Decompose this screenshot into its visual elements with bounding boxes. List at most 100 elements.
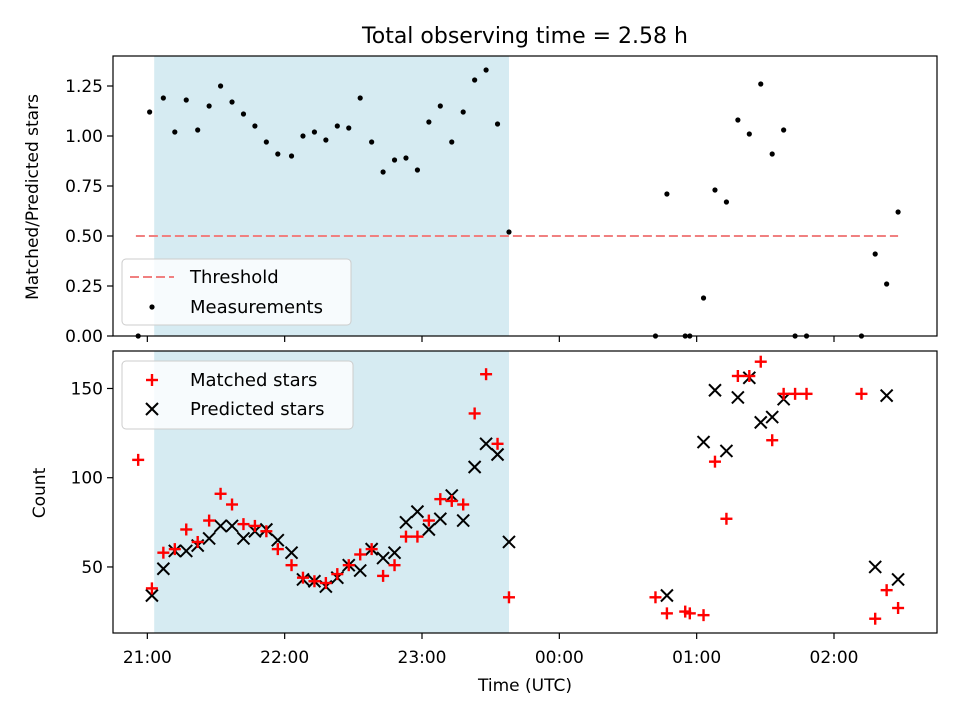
x-axis-ticks bbox=[146, 336, 835, 342]
x-axis-ticks: 21:00 22:00 23:00 00:00 01:00 02:00 bbox=[123, 633, 859, 668]
measurement-point bbox=[183, 97, 189, 103]
matched-star-marker bbox=[377, 569, 390, 582]
matched-star-marker bbox=[480, 368, 493, 381]
matched-star-marker bbox=[766, 434, 779, 447]
measurement-point bbox=[781, 127, 787, 133]
predicted-star-marker bbox=[179, 544, 193, 558]
measurement-point bbox=[758, 81, 764, 87]
measurement-point bbox=[172, 129, 178, 135]
x-tick-label: 23:00 bbox=[398, 648, 447, 668]
x-tick-label: 01:00 bbox=[672, 648, 721, 668]
matched-star-marker bbox=[743, 369, 756, 382]
matched-star-marker bbox=[411, 530, 424, 543]
measurement-point bbox=[494, 121, 501, 127]
matched-star-marker bbox=[248, 519, 261, 532]
matched-star-marker bbox=[285, 559, 298, 572]
matched-star-marker bbox=[168, 543, 181, 556]
y-tick-label: 150 bbox=[71, 379, 103, 399]
measurement-point bbox=[217, 83, 224, 89]
legend-label-predicted: Predicted stars bbox=[190, 399, 324, 420]
measurement-point bbox=[346, 125, 352, 131]
measurement-point bbox=[895, 209, 901, 215]
measurement-point bbox=[664, 191, 670, 197]
measurement-point bbox=[769, 151, 775, 157]
legend-box bbox=[121, 360, 354, 430]
measurement-point bbox=[449, 139, 455, 145]
plot-frame bbox=[112, 350, 938, 634]
measurement-point bbox=[334, 123, 340, 129]
matched-star-marker bbox=[271, 543, 284, 556]
predicted-star-marker bbox=[456, 513, 470, 528]
predicted-star-marker bbox=[765, 410, 779, 424]
x-axis-label: Time (UTC) bbox=[477, 676, 572, 696]
predicted-star-marker bbox=[271, 533, 285, 547]
matched-star-marker bbox=[731, 369, 744, 382]
matched-star-marker bbox=[365, 543, 378, 556]
measurement-point bbox=[229, 99, 235, 105]
predicted-star-marker bbox=[479, 437, 493, 451]
matched-star-marker bbox=[869, 612, 882, 625]
measurement-points bbox=[135, 67, 901, 339]
legend: Threshold Measurements bbox=[121, 258, 352, 326]
matched-star-marker bbox=[388, 559, 401, 572]
measurement-point bbox=[712, 187, 718, 193]
predicted-star-marker bbox=[236, 531, 251, 546]
measurement-point bbox=[391, 157, 398, 163]
predicted-star-marker bbox=[145, 588, 159, 603]
legend-label-matched: Matched stars bbox=[190, 370, 317, 391]
predicted-star-marker bbox=[225, 519, 239, 533]
legend-matched-swatch bbox=[146, 374, 158, 386]
measurement-point bbox=[288, 153, 295, 159]
predicted-star-marker bbox=[731, 390, 745, 405]
matched-star-marker bbox=[157, 546, 170, 559]
measurement-point bbox=[323, 137, 329, 143]
measurement-point bbox=[275, 151, 281, 157]
ratio-panel: Total observing time = 2.58 h 0.000.250.… bbox=[23, 24, 938, 347]
matched-star-marker bbox=[457, 498, 470, 511]
measurement-point bbox=[160, 95, 166, 101]
matched-star-marker bbox=[237, 518, 250, 531]
y-axis-label: Count bbox=[30, 467, 50, 518]
y-tick-label: 0.75 bbox=[65, 177, 103, 197]
measurement-point bbox=[723, 199, 730, 205]
measurement-point bbox=[884, 281, 890, 287]
matched-star-marker bbox=[683, 607, 696, 620]
measurement-point bbox=[472, 77, 478, 83]
predicted-star-marker bbox=[410, 504, 425, 519]
y-axis-label: Matched/Predicted stars bbox=[23, 94, 43, 300]
matched-star-marker bbox=[422, 514, 435, 527]
measurement-point bbox=[460, 109, 466, 115]
measurement-point bbox=[700, 295, 707, 301]
y-tick-label: 100 bbox=[71, 469, 103, 489]
y-axis-ticks: 0.00 0.25 0.50 0.75 1.00 1.25 bbox=[65, 77, 113, 347]
matched-star-marker bbox=[491, 437, 504, 450]
chart-title: Total observing time = 2.58 h bbox=[361, 24, 688, 49]
matched-star-marker bbox=[296, 571, 309, 584]
predicted-star-marker bbox=[754, 415, 768, 430]
matched-star-marker bbox=[789, 387, 802, 400]
y-tick-label: 0.50 bbox=[65, 227, 103, 247]
measurement-point bbox=[195, 127, 201, 133]
matched-star-marker bbox=[660, 607, 673, 620]
matched-star-marker bbox=[203, 514, 216, 527]
predicted-star-marker bbox=[399, 515, 413, 530]
predicted-star-marker bbox=[376, 551, 390, 565]
matched-star-marker bbox=[226, 498, 239, 511]
measurement-point bbox=[240, 111, 247, 117]
predicted-star-marker bbox=[879, 388, 894, 403]
matched-star-marker bbox=[445, 494, 458, 507]
y-axis-ticks: 50 100 150 bbox=[71, 379, 113, 578]
matched-star-marker bbox=[260, 525, 273, 538]
x-tick-label: 21:00 bbox=[123, 648, 172, 668]
predicted-star-marker bbox=[467, 460, 482, 474]
x-tick-label: 02:00 bbox=[810, 648, 859, 668]
predicted-star-marker bbox=[433, 512, 448, 526]
matched-star-marker bbox=[800, 387, 813, 400]
matched-star-marker bbox=[308, 575, 321, 588]
matched-star-marker bbox=[145, 582, 158, 595]
predicted-star-marker bbox=[502, 535, 516, 549]
matched-star-marker bbox=[342, 559, 355, 572]
measurement-point bbox=[746, 131, 752, 137]
